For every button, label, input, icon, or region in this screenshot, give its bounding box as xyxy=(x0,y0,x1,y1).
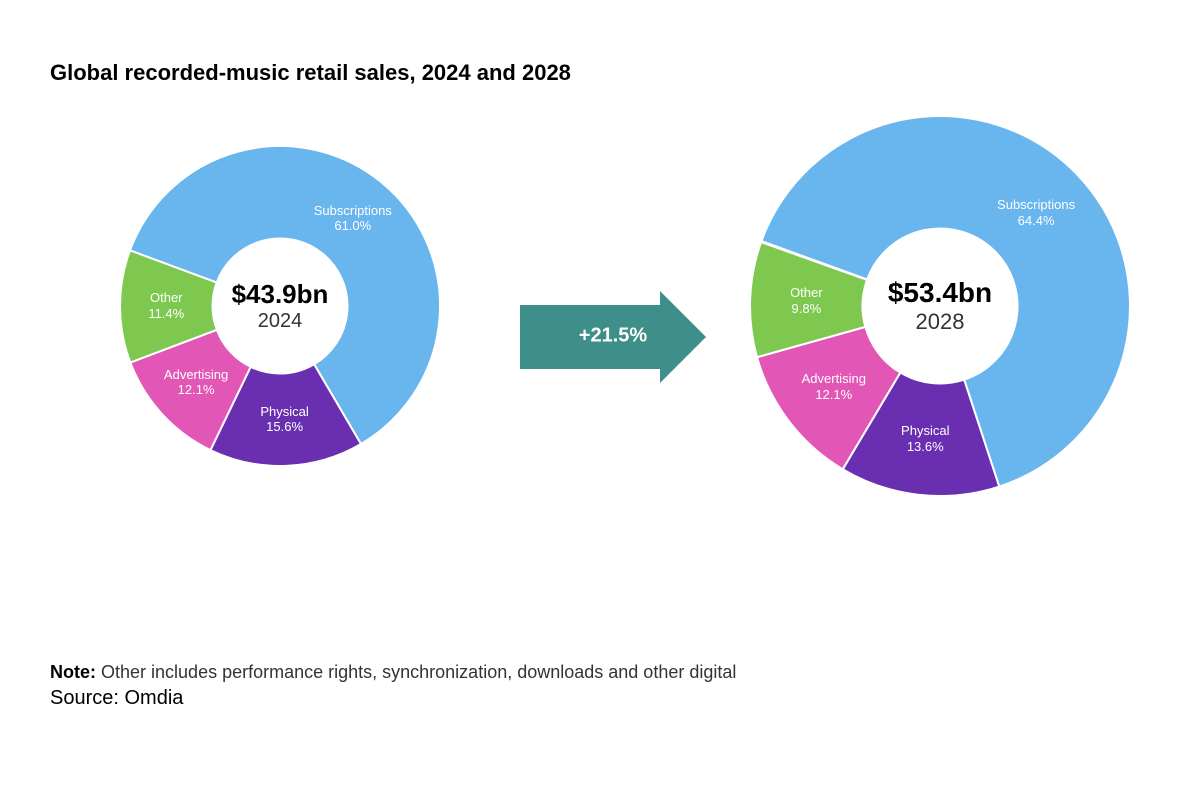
footer-note-text: Other includes performance rights, synch… xyxy=(101,662,736,682)
donut-svg xyxy=(120,146,440,466)
footer-note: Note: Other includes performance rights,… xyxy=(50,662,736,683)
footer-note-label: Note: xyxy=(50,662,96,682)
footer: Note: Other includes performance rights,… xyxy=(50,662,736,710)
page: Global recorded-music retail sales, 2024… xyxy=(0,0,1200,800)
donut-2028: Subscriptions64.4%Physical13.6%Advertisi… xyxy=(750,116,1130,496)
footer-source: Source: Omdia xyxy=(50,687,736,710)
donut-2024: Subscriptions61.0%Physical15.6%Advertisi… xyxy=(120,146,440,466)
growth-arrow: +21.5% xyxy=(520,291,706,383)
growth-arrow-label: +21.5% xyxy=(520,324,706,347)
donut-svg xyxy=(750,116,1130,496)
charts-row: Subscriptions61.0%Physical15.6%Advertisi… xyxy=(50,116,1150,576)
page-title: Global recorded-music retail sales, 2024… xyxy=(50,60,1150,86)
